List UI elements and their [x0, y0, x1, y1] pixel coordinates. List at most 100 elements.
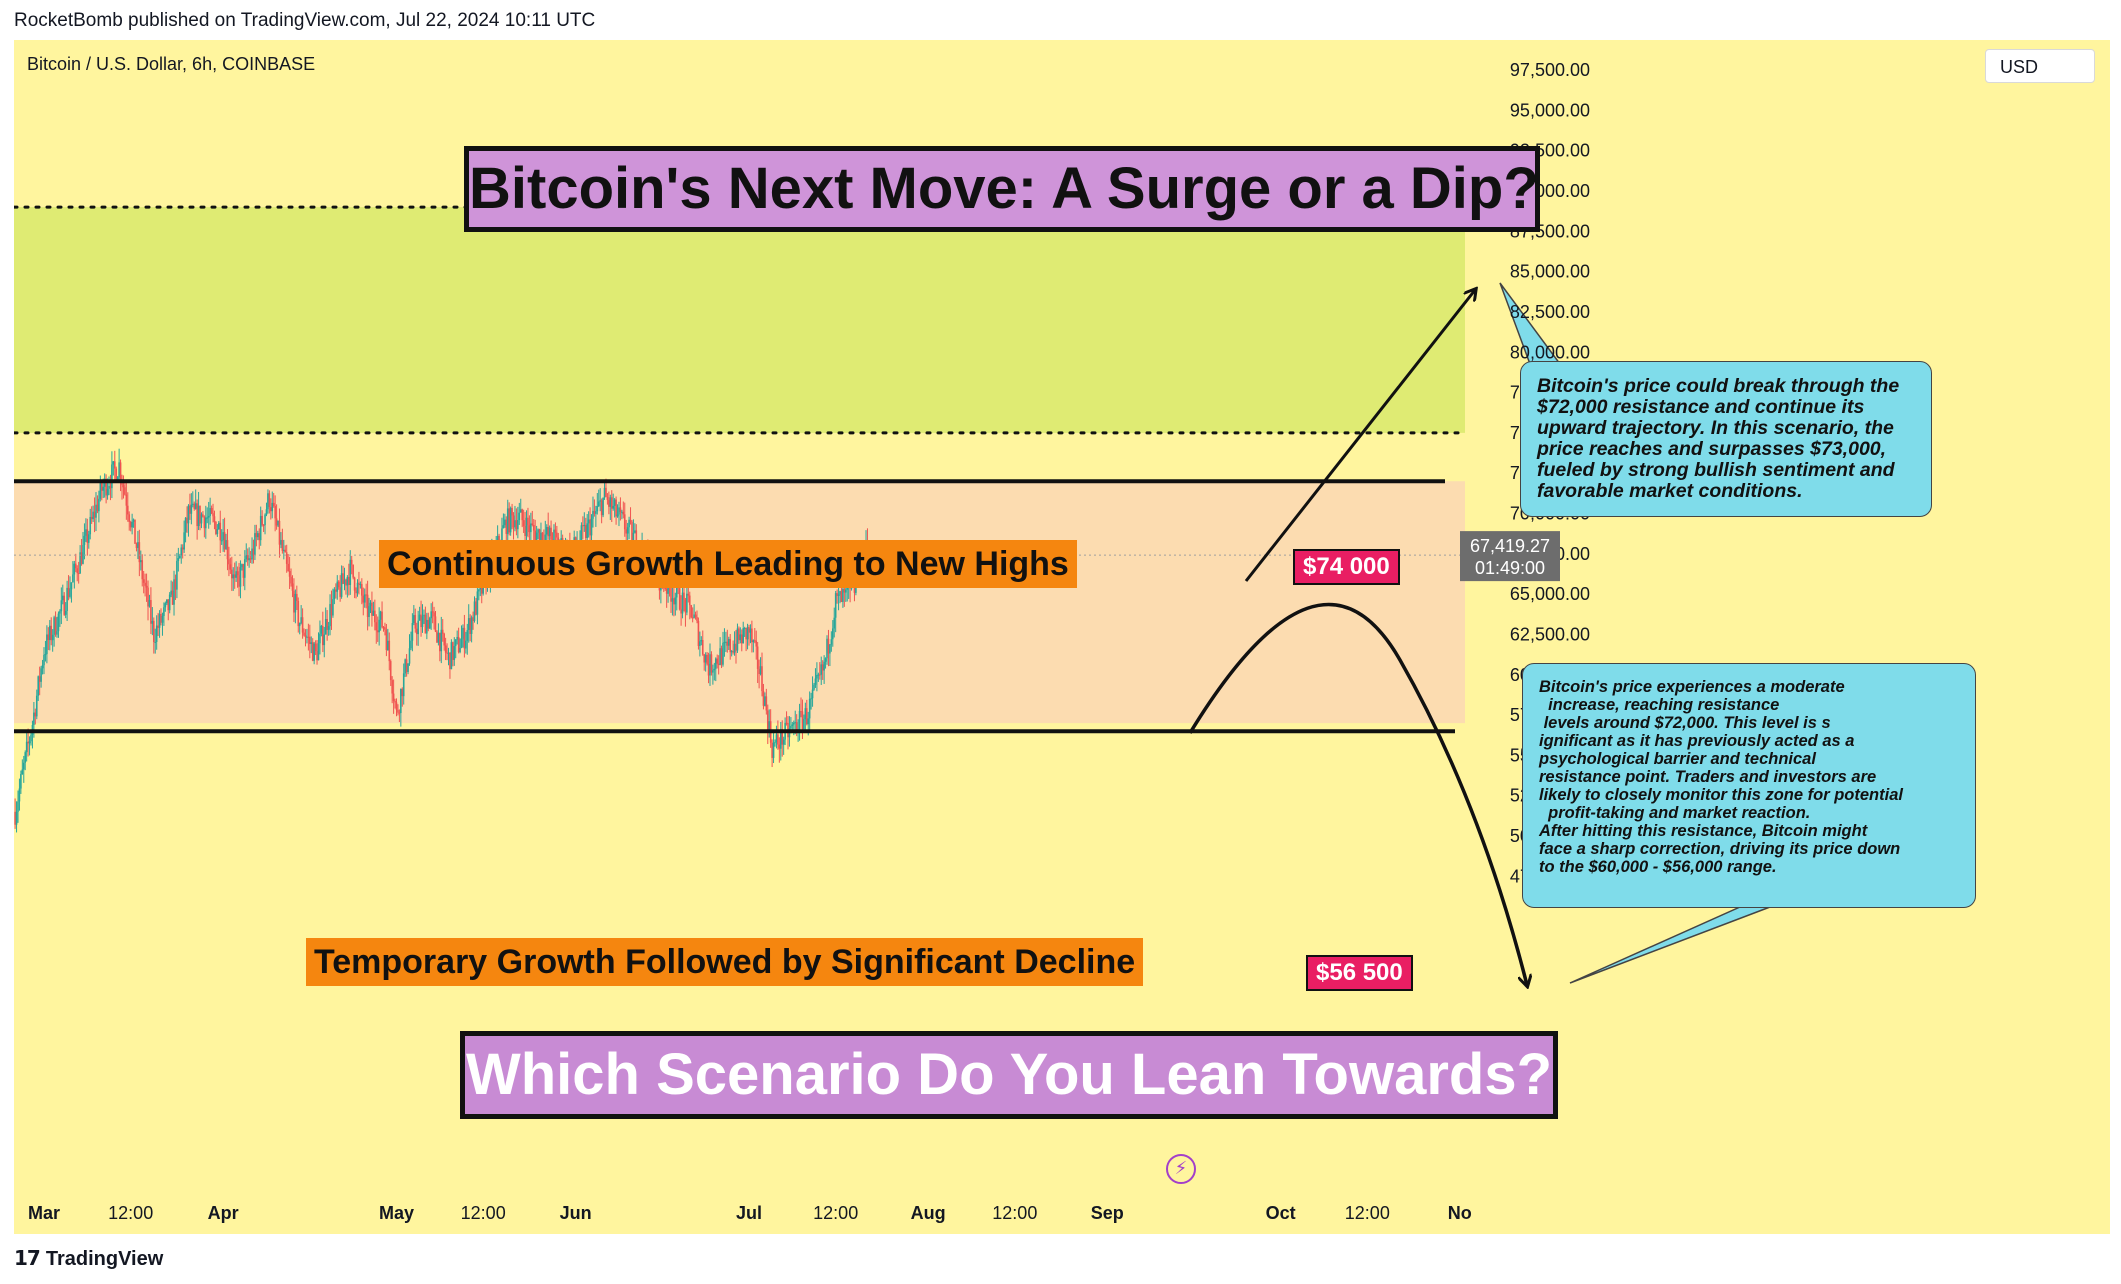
candle-body	[540, 532, 542, 545]
candle-body	[722, 642, 724, 665]
candle-body	[719, 648, 721, 665]
candle-body	[181, 547, 184, 550]
candle-body	[756, 646, 759, 669]
candle-body	[508, 508, 510, 533]
candle-body	[671, 598, 674, 602]
candle-body	[729, 639, 732, 653]
candle-body	[262, 524, 265, 526]
candle-body	[527, 517, 529, 526]
currency-button[interactable]: USD	[1985, 49, 2095, 83]
candle-body	[141, 560, 144, 580]
candle-body	[740, 634, 743, 644]
candle-body	[251, 548, 253, 560]
candle-body	[47, 634, 50, 641]
candle-body	[223, 532, 226, 550]
candle-body	[50, 625, 53, 641]
candle-body	[720, 648, 723, 665]
price-tick-label: 80,000.00	[1510, 342, 1590, 362]
candle-body	[431, 611, 434, 613]
candle-body	[501, 528, 503, 545]
candle-body	[365, 594, 367, 596]
candle-body	[340, 573, 343, 597]
candle-body	[748, 627, 750, 633]
candle-body	[758, 668, 760, 675]
candle-body	[30, 734, 32, 742]
candle-body	[326, 618, 328, 630]
bullish-arrow	[1244, 290, 1475, 582]
candle-body	[239, 567, 242, 587]
candle-body	[353, 577, 356, 591]
candle-body	[450, 642, 453, 670]
callout-line: psychological barrier and technical	[1539, 750, 1816, 768]
candle-body	[538, 529, 541, 545]
candle-body	[398, 712, 401, 714]
candle-body	[59, 611, 61, 614]
candle-body	[298, 623, 301, 627]
candle-body	[151, 620, 154, 624]
time-tick-label: Mar	[28, 1203, 60, 1223]
candle-body	[625, 529, 628, 534]
candle-body	[423, 614, 425, 617]
candle-body	[320, 625, 323, 634]
callout-line: to the $60,000 - $56,000 range.	[1539, 858, 1777, 876]
candle-body	[385, 629, 388, 651]
candle-body	[433, 612, 435, 617]
candle-body	[76, 568, 79, 574]
candle-body	[40, 668, 42, 682]
candle-body	[467, 618, 470, 630]
candle-body	[428, 618, 431, 629]
time-tick-label: Oct	[1266, 1203, 1296, 1223]
candle-body	[434, 616, 437, 632]
tradingview-logo[interactable]: 𝟭𝟳 TradingView	[14, 1246, 163, 1271]
price-tag-upper: $74 000	[1293, 549, 1400, 585]
candle-body	[366, 594, 369, 617]
candle-body	[505, 519, 508, 534]
callout-line: Bitcoin's price could break through the	[1537, 375, 1900, 397]
candle-body	[426, 619, 428, 634]
candle-body	[610, 497, 613, 509]
candle-body	[473, 601, 476, 621]
candle-body	[821, 664, 824, 671]
time-tick-label: No	[1448, 1203, 1472, 1223]
candle-body	[213, 516, 216, 523]
candle-body	[131, 521, 133, 528]
candle-body	[814, 678, 817, 685]
candle-body	[235, 571, 237, 578]
candle-body	[226, 540, 229, 560]
candle-body	[60, 600, 63, 612]
candle-body	[183, 532, 185, 550]
candle-body	[220, 540, 223, 542]
candle-body	[755, 640, 758, 647]
candle-body	[150, 600, 152, 624]
price-tick-label: 85,000.00	[1510, 262, 1590, 282]
symbol-title[interactable]: Bitcoin / U.S. Dollar, 6h, COINBASE	[27, 54, 316, 74]
candle-body	[766, 710, 769, 733]
time-tick-label: 12:00	[992, 1203, 1037, 1223]
candle-body	[531, 523, 534, 525]
candle-body	[160, 614, 162, 623]
candle-body	[843, 588, 846, 593]
time-tick-label: Aug	[911, 1203, 946, 1223]
candle-body	[38, 676, 41, 682]
candle-body	[203, 516, 206, 529]
footer-brand: TradingView	[45, 1248, 164, 1270]
candle-body	[187, 505, 190, 524]
candle-body	[827, 638, 830, 654]
candle-body	[291, 583, 294, 591]
candle-body	[281, 539, 284, 551]
decline-label: Temporary Growth Followed by Significant…	[306, 938, 1144, 986]
candle-body	[257, 533, 259, 538]
candle-body	[456, 636, 458, 640]
candle-body	[846, 587, 849, 590]
candle-body	[478, 589, 480, 592]
candle-body	[369, 602, 372, 607]
candle-body	[297, 600, 300, 627]
candle-body	[35, 695, 38, 717]
price-chart[interactable]: 97,500.0095,000.0092,500.0090,000.0087,5…	[14, 40, 2110, 1234]
candle-body	[462, 627, 464, 639]
candle-body	[147, 587, 149, 607]
lightning-icon[interactable]: ⚡	[1166, 1154, 1196, 1184]
candle-body	[144, 582, 146, 586]
candle-body	[681, 592, 684, 614]
candle-body	[311, 642, 314, 661]
